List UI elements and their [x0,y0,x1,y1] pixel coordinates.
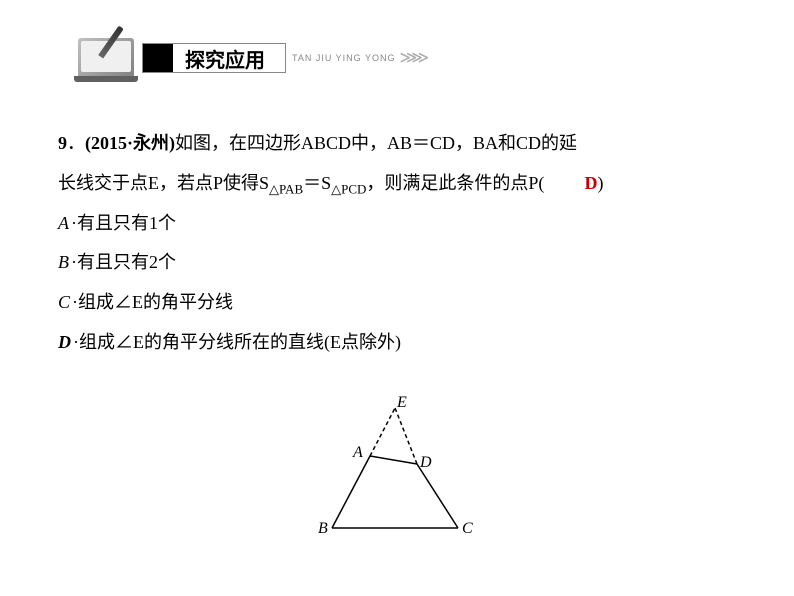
title-container: 探究应用 [142,43,286,73]
question-text-1: 如图，在四边形ABCD中，AB＝CD，BA和CD的延 [175,133,577,153]
figure-svg [310,398,480,548]
answer-text: D [584,173,597,193]
section-subtitle: TAN JIU YING YONG [292,53,396,63]
figure-label-e: E [397,394,407,412]
question-line-2: 长线交于点E，若点P使得S△PAB＝S△PCD，则满足此条件的点P( D) [58,164,736,204]
option-d: D·组成∠E的角平分线所在的直线(E点除外) [58,323,736,363]
section-title: 探究应用 [185,44,285,73]
subscript-pcd: △PCD [331,181,366,196]
option-c-text: ·组成∠E的角平分线 [72,283,233,323]
option-a: A·有且只有1个 [58,204,736,244]
option-b: B·有且只有2个 [58,243,736,283]
option-a-label: A [58,204,69,244]
option-c: C·组成∠E的角平分线 [58,283,736,323]
question-text-2-mid: ＝S [303,173,331,193]
geometry-figure: EADBC [310,398,480,558]
laptop-icon [78,38,134,78]
figure-label-b: B [318,520,328,538]
option-d-text: ·组成∠E的角平分线所在的直线(E点除外) [73,323,401,363]
section-header: 探究应用 TAN JIU YING YONG ≫≫ [78,38,423,78]
question-line-1: 9．(2015·永州)如图，在四边形ABCD中，AB＝CD，BA和CD的延 [58,124,736,164]
title-decoration [143,44,173,72]
arrow-decoration-icon: ≫≫ [400,48,424,68]
subscript-pab: △PAB [269,181,303,196]
question-text-2-prefix: 长线交于点E，若点P使得S [58,173,269,193]
figure-label-a: A [353,444,363,462]
figure-label-d: D [420,454,432,472]
question-content: 9．(2015·永州)如图，在四边形ABCD中，AB＝CD，BA和CD的延 长线… [58,124,736,362]
question-text-2-suffix: ，则满足此条件的点P( [366,173,580,193]
question-source: (2015·永州) [85,133,175,153]
question-separator: ． [67,133,85,153]
option-b-label: B [58,243,69,283]
option-a-text: ·有且只有1个 [71,204,176,244]
question-number: 9 [58,133,67,153]
option-c-label: C [58,283,70,323]
option-d-label: D [58,323,71,363]
question-close-paren: ) [597,173,603,193]
figure-label-c: C [462,520,473,538]
pen-icon [98,26,124,59]
option-b-text: ·有且只有2个 [71,243,176,283]
